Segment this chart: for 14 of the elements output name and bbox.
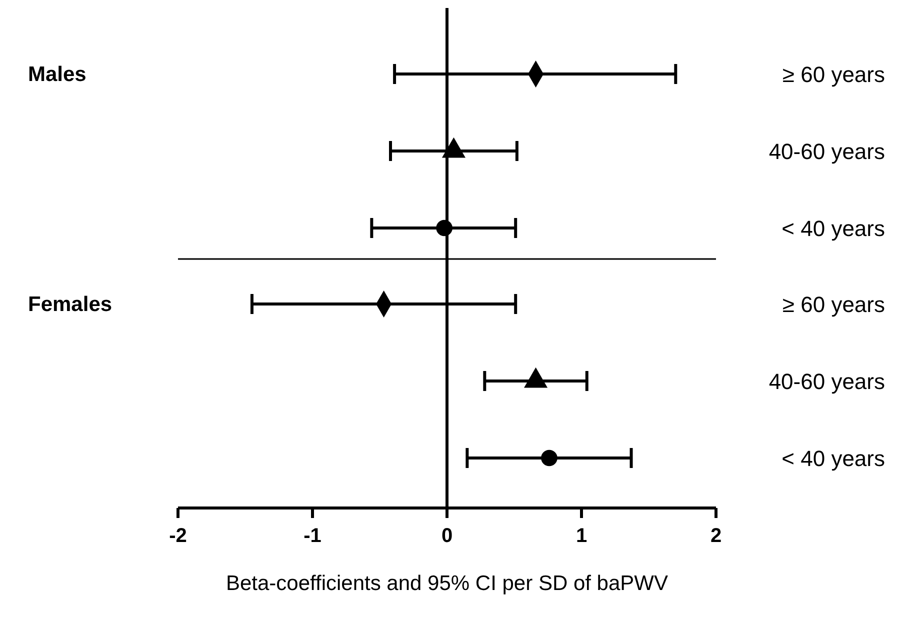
y-tick-label: ≥ 60 years <box>782 62 885 87</box>
x-tick-label: 2 <box>710 525 722 547</box>
x-axis-title: Beta-coefficients and 95% CI per SD of baPWV <box>226 572 668 595</box>
y-tick-label: < 40 years <box>782 216 885 241</box>
x-tick-label: 1 <box>576 525 588 547</box>
x-tick-label: -2 <box>169 525 187 547</box>
y-tick-label: < 40 years <box>782 446 885 471</box>
text: Males <box>28 63 86 86</box>
y-tick-label: 40-60 years <box>768 369 885 394</box>
y-tick-label: ≥ 60 years <box>782 292 885 317</box>
y-tick-label: 40-60 years <box>768 139 885 164</box>
text: Females <box>28 293 112 316</box>
x-tick-label: 0 <box>441 525 453 547</box>
x-tick-label: -1 <box>304 525 322 547</box>
